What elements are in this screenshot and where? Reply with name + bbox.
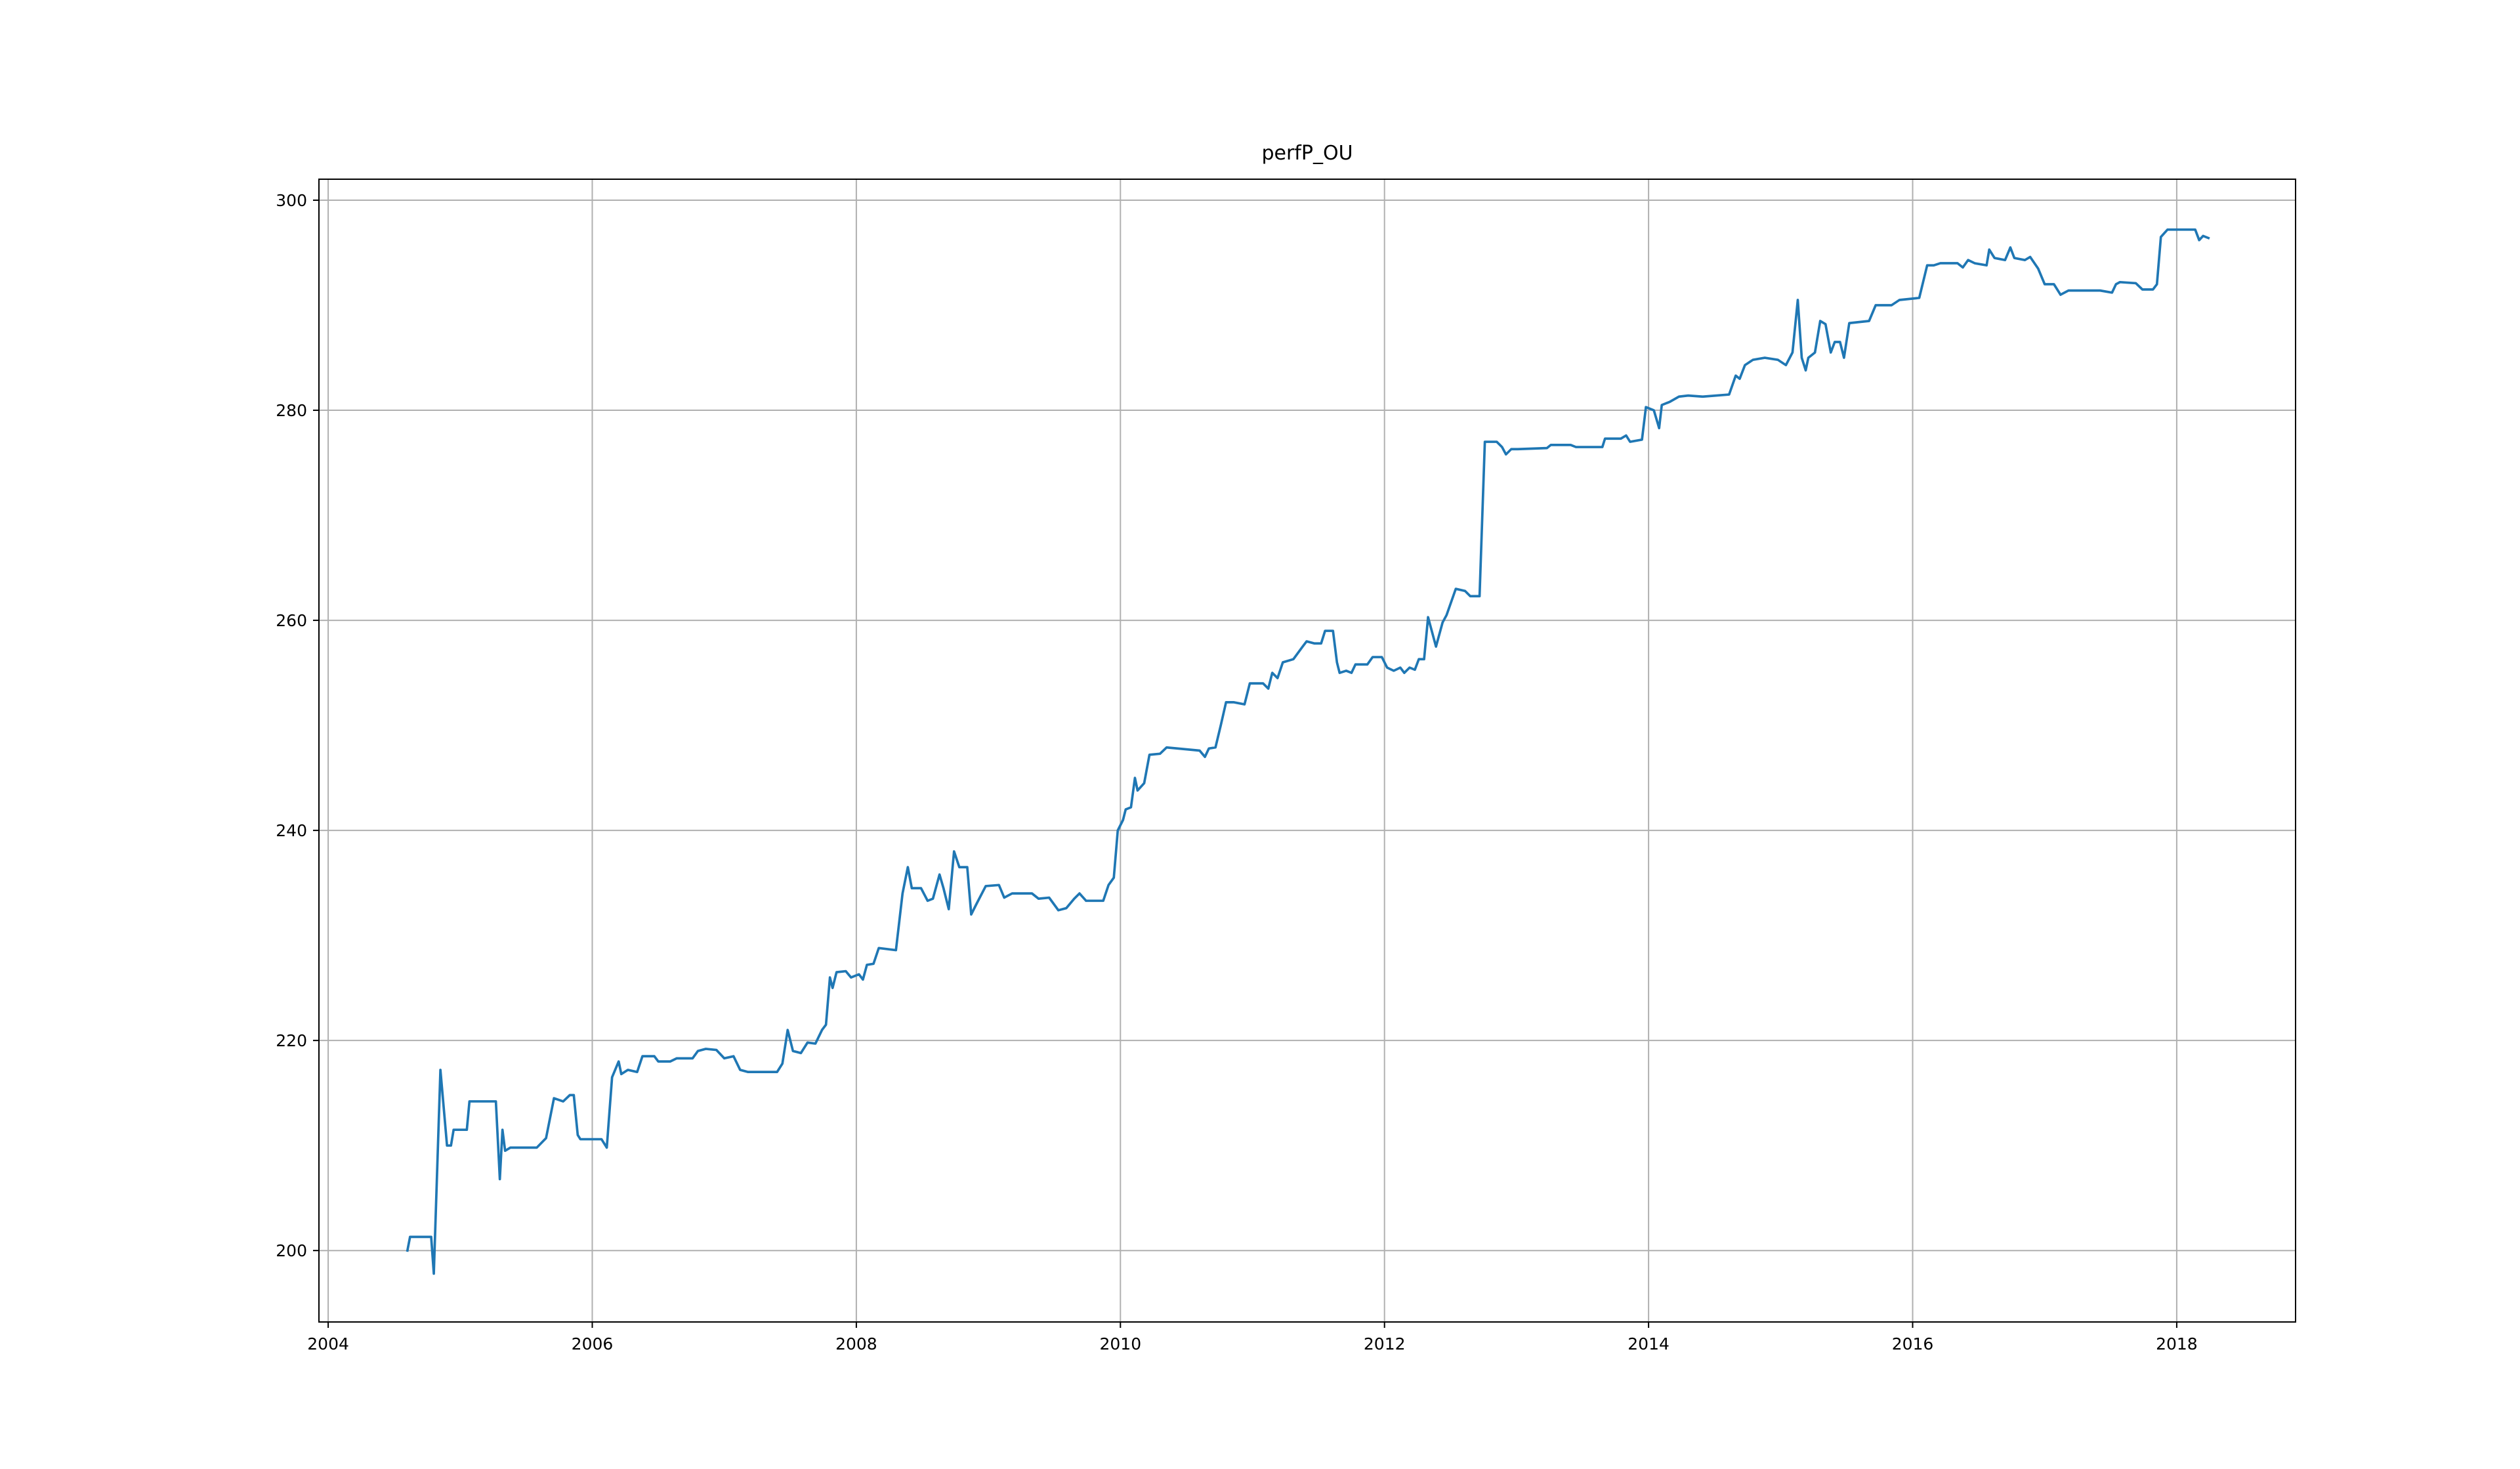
plot-frame: [318, 179, 2296, 1323]
x-tick-label: 2008: [835, 1334, 877, 1353]
x-tick-label: 2010: [1099, 1334, 1141, 1353]
data-line: [406, 228, 2210, 1275]
y-tick-label: 220: [276, 1031, 307, 1050]
x-tick-label: 2014: [1628, 1334, 1670, 1353]
x-tick-label: 2018: [2156, 1334, 2198, 1353]
x-tick-label: 2006: [572, 1334, 614, 1353]
x-tick-label: 2012: [1364, 1334, 1406, 1353]
y-tick-label: 260: [276, 611, 307, 630]
x-tick-label: 2004: [307, 1334, 349, 1353]
y-tick-label: 300: [276, 191, 307, 210]
y-tick-label: 240: [276, 821, 307, 840]
chart-title: perfP_OU: [1261, 142, 1353, 165]
y-tick-label: 280: [276, 401, 307, 420]
y-tick-label: 200: [276, 1241, 307, 1260]
x-tick-label: 2016: [1892, 1334, 1934, 1353]
